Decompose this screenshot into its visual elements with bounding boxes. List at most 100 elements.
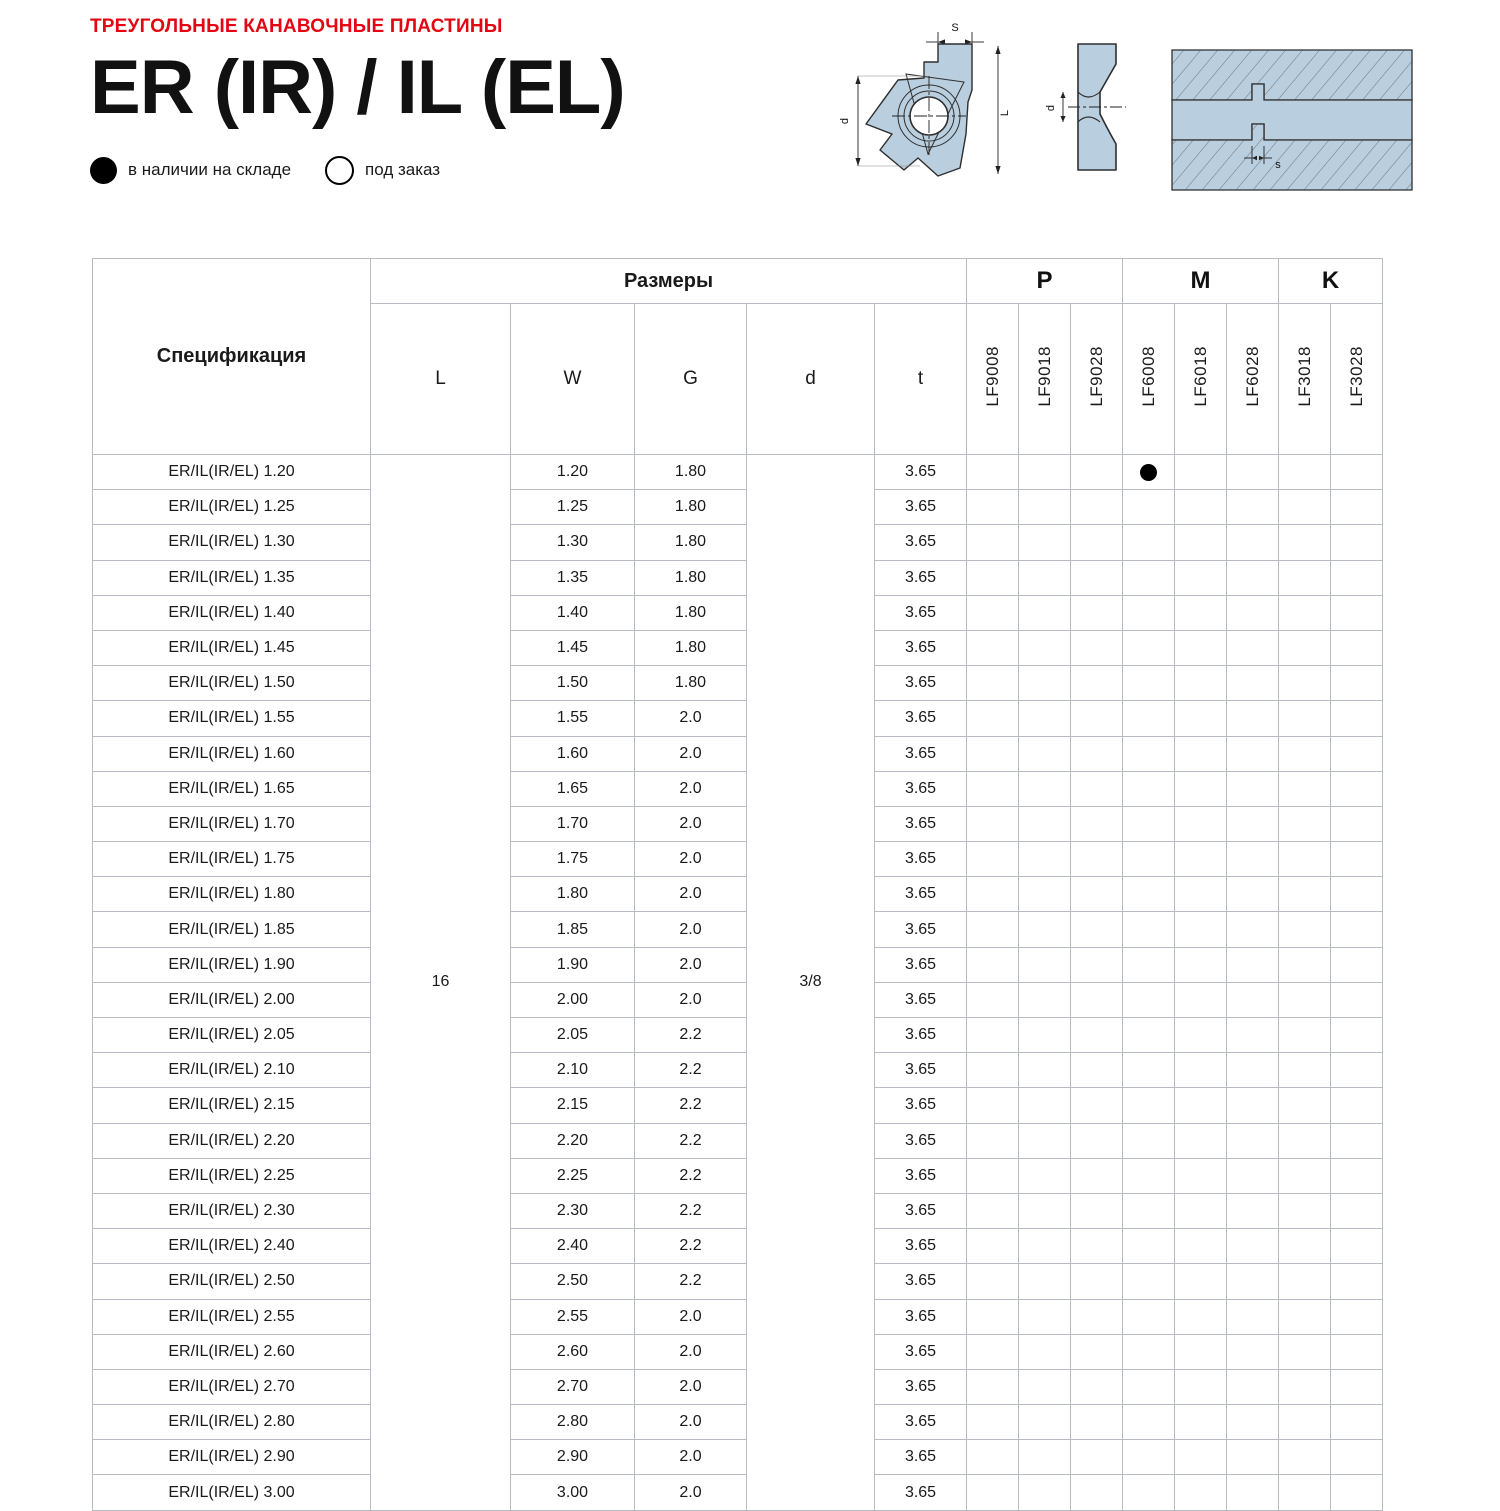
cell-G: 2.0 — [634, 946, 747, 983]
cell-grade-LF3028 — [1330, 1474, 1384, 1511]
cell-grade-LF9018 — [1018, 735, 1072, 772]
cell-grade-LF6028 — [1226, 1157, 1280, 1194]
legend-item-on-order: под заказ — [325, 155, 440, 185]
cell-grade-LF6018 — [1174, 946, 1228, 983]
cell-grade-LF6018 — [1174, 1298, 1228, 1335]
cell-grade-LF6018 — [1174, 489, 1228, 526]
page-title: ER (IR) / IL (EL) — [90, 45, 626, 130]
cell-W: 2.40 — [510, 1228, 635, 1265]
cell-t: 3.65 — [873, 629, 968, 667]
cell-specification: ER/IL(IR/EL) 1.50 — [92, 665, 371, 702]
cell-grade-LF9018 — [1018, 453, 1072, 491]
table-row: ER/IL(IR/EL) 1.45 1.45 1.80 3.65 — [92, 629, 1384, 667]
cell-specification: ER/IL(IR/EL) 1.90 — [92, 946, 371, 983]
cell-grade-LF9008 — [966, 770, 1020, 807]
cell-grade-LF9028 — [1070, 559, 1124, 596]
cell-grade-LF3018 — [1278, 981, 1332, 1019]
cell-grade-LF9018 — [1018, 841, 1072, 878]
cell-specification: ER/IL(IR/EL) 1.30 — [92, 524, 371, 561]
cell-specification: ER/IL(IR/EL) 2.20 — [92, 1122, 371, 1159]
cell-grade-LF9018 — [1018, 981, 1072, 1019]
cell-G: 2.2 — [634, 1016, 747, 1054]
cell-grade-LF3028 — [1330, 1192, 1384, 1230]
cell-grade-LF6028 — [1226, 1228, 1280, 1265]
group-header-p: P — [966, 258, 1124, 304]
cell-grade-LF3028 — [1330, 1228, 1384, 1265]
cell-t: 3.65 — [873, 770, 968, 807]
cell-grade-LF6028 — [1226, 876, 1280, 913]
cell-grade-LF9008 — [966, 1474, 1020, 1511]
cell-grade-LF6008 — [1122, 1087, 1176, 1124]
cell-G: 2.2 — [634, 1052, 747, 1089]
cell-grade-LF6008 — [1122, 770, 1176, 807]
cell-t: 3.65 — [873, 1052, 968, 1089]
cell-grade-LF3018 — [1278, 1052, 1332, 1089]
cell-grade-LF6008 — [1122, 1474, 1176, 1511]
cell-grade-LF9008 — [966, 700, 1020, 737]
cell-grade-LF9028 — [1070, 1333, 1124, 1370]
cell-grade-LF3018 — [1278, 946, 1332, 983]
cell-grade-LF6028 — [1226, 559, 1280, 596]
cell-G: 2.0 — [634, 981, 747, 1019]
svg-text:d: d — [839, 118, 851, 124]
cell-specification: ER/IL(IR/EL) 1.75 — [92, 841, 371, 878]
cell-G: 1.80 — [634, 665, 747, 702]
cell-grade-LF9028 — [1070, 1052, 1124, 1089]
cell-grade-LF6028 — [1226, 453, 1280, 491]
table-row: ER/IL(IR/EL) 1.65 1.65 2.0 3.65 — [92, 770, 1384, 807]
cell-G: 2.0 — [634, 735, 747, 772]
grade-label: LF3018 — [1294, 346, 1314, 407]
cell-t: 3.65 — [873, 1404, 968, 1441]
cell-grade-LF3028 — [1330, 1298, 1384, 1335]
cell-W: 1.45 — [510, 629, 635, 667]
cell-grade-LF9018 — [1018, 629, 1072, 667]
cell-grade-LF6018 — [1174, 1016, 1228, 1054]
cell-G: 1.80 — [634, 489, 747, 526]
cell-grade-LF9018 — [1018, 1052, 1072, 1089]
table-row: ER/IL(IR/EL) 2.90 2.90 2.0 3.65 — [92, 1439, 1384, 1476]
table-row: ER/IL(IR/EL) 2.10 2.10 2.2 3.65 — [92, 1052, 1384, 1089]
table-row: ER/IL(IR/EL) 1.90 1.90 2.0 3.65 — [92, 946, 1384, 983]
cell-grade-LF6028 — [1226, 981, 1280, 1019]
cell-grade-LF9018 — [1018, 876, 1072, 913]
cell-grade-LF9028 — [1070, 1192, 1124, 1230]
cell-W: 1.50 — [510, 665, 635, 702]
cell-grade-LF9018 — [1018, 770, 1072, 807]
cell-grade-LF6018 — [1174, 841, 1228, 878]
table-head: Спецификация Размеры P M K L W G d t LF9… — [92, 258, 1384, 455]
svg-text:d: d — [1045, 105, 1057, 111]
cell-grade-LF3028 — [1330, 1368, 1384, 1406]
cell-grade-LF9028 — [1070, 911, 1124, 948]
cell-grade-LF9008 — [966, 1192, 1020, 1230]
cell-G: 2.2 — [634, 1192, 747, 1230]
table-row: ER/IL(IR/EL) 2.15 2.15 2.2 3.65 — [92, 1087, 1384, 1124]
cell-grade-LF6028 — [1226, 1404, 1280, 1441]
cell-grade-LF9028 — [1070, 1157, 1124, 1194]
table-row: ER/IL(IR/EL) 2.70 2.70 2.0 3.65 — [92, 1368, 1384, 1406]
cell-G: 2.2 — [634, 1122, 747, 1159]
svg-text:L: L — [999, 110, 1011, 116]
cell-specification: ER/IL(IR/EL) 2.60 — [92, 1333, 371, 1370]
cell-grade-LF6008 — [1122, 559, 1176, 596]
cell-G: 2.0 — [634, 1404, 747, 1441]
cell-grade-LF3018 — [1278, 1474, 1332, 1511]
table-row: ER/IL(IR/EL) 1.30 1.30 1.80 3.65 — [92, 524, 1384, 561]
cell-grade-LF9008 — [966, 841, 1020, 878]
col-header-grade-LF3018: LF3018 — [1278, 303, 1332, 455]
cell-specification: ER/IL(IR/EL) 1.85 — [92, 911, 371, 948]
cell-grade-LF9008 — [966, 1052, 1020, 1089]
cell-specification: ER/IL(IR/EL) 2.15 — [92, 1087, 371, 1124]
cell-t: 3.65 — [873, 1368, 968, 1406]
cell-grade-LF6008 — [1122, 1333, 1176, 1370]
spec-table-container: Спецификация Размеры P M K L W G d t LF9… — [92, 258, 1384, 1511]
cell-grade-LF6008 — [1122, 665, 1176, 702]
cell-grade-LF6018 — [1174, 1263, 1228, 1300]
cell-grade-LF6028 — [1226, 629, 1280, 667]
cell-grade-LF9008 — [966, 876, 1020, 913]
cell-grade-LF6018 — [1174, 876, 1228, 913]
cell-grade-LF6018 — [1174, 1157, 1228, 1194]
cell-grade-LF9028 — [1070, 1404, 1124, 1441]
cell-grade-LF6028 — [1226, 1016, 1280, 1054]
cell-grade-LF3018 — [1278, 1228, 1332, 1265]
cell-grade-LF6018 — [1174, 1368, 1228, 1406]
